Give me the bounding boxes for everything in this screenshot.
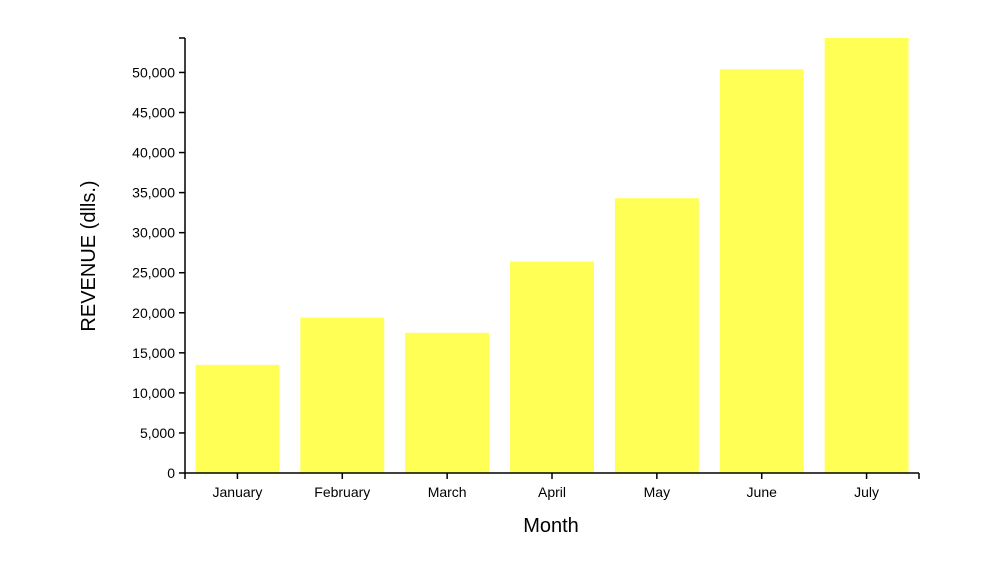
y-tick-label: 35,000 bbox=[132, 185, 175, 201]
x-tick-label: January bbox=[213, 484, 263, 500]
x-tick-label: July bbox=[854, 484, 879, 500]
y-tick-label: 40,000 bbox=[132, 145, 175, 161]
y-tick-label: 45,000 bbox=[132, 105, 175, 121]
y-tick-label: 10,000 bbox=[132, 385, 175, 401]
x-tick-label: June bbox=[747, 484, 778, 500]
bar-april bbox=[510, 261, 594, 473]
bar-january bbox=[195, 364, 280, 473]
x-tick-label: February bbox=[314, 484, 370, 500]
bar-july bbox=[824, 38, 909, 473]
bar-may bbox=[614, 198, 699, 473]
y-tick-label: 25,000 bbox=[132, 265, 175, 281]
x-axis-title: Month bbox=[523, 515, 579, 537]
x-tick-label: April bbox=[538, 484, 566, 500]
y-tick-label: 20,000 bbox=[132, 305, 175, 321]
y-axis-title: REVENUE (dlls.) bbox=[78, 180, 100, 331]
y-ticks: 0 5,000 10,000 15,000 20,000 25,000 30,000 35,0… bbox=[132, 37, 185, 481]
y-tick-label: 15,000 bbox=[132, 345, 175, 361]
x-tick-label: May bbox=[644, 484, 670, 500]
bar-march bbox=[405, 332, 490, 473]
y-tick-label: 0 bbox=[167, 465, 175, 481]
y-tick-label: 30,000 bbox=[132, 225, 175, 241]
bar-february bbox=[300, 317, 385, 473]
x-tick-label: March bbox=[428, 484, 467, 500]
x-axis: January February March April May June July bbox=[184, 472, 920, 500]
bar-june bbox=[719, 69, 804, 474]
bars-layer bbox=[195, 38, 909, 474]
y-axis: 0 5,000 10,000 15,000 20,000 25,000 30,000 35,0… bbox=[132, 37, 186, 481]
y-tick-label: 50,000 bbox=[132, 64, 175, 80]
y-tick-label: 5,000 bbox=[140, 425, 175, 441]
x-ticks: January February March April May June July bbox=[184, 473, 920, 500]
